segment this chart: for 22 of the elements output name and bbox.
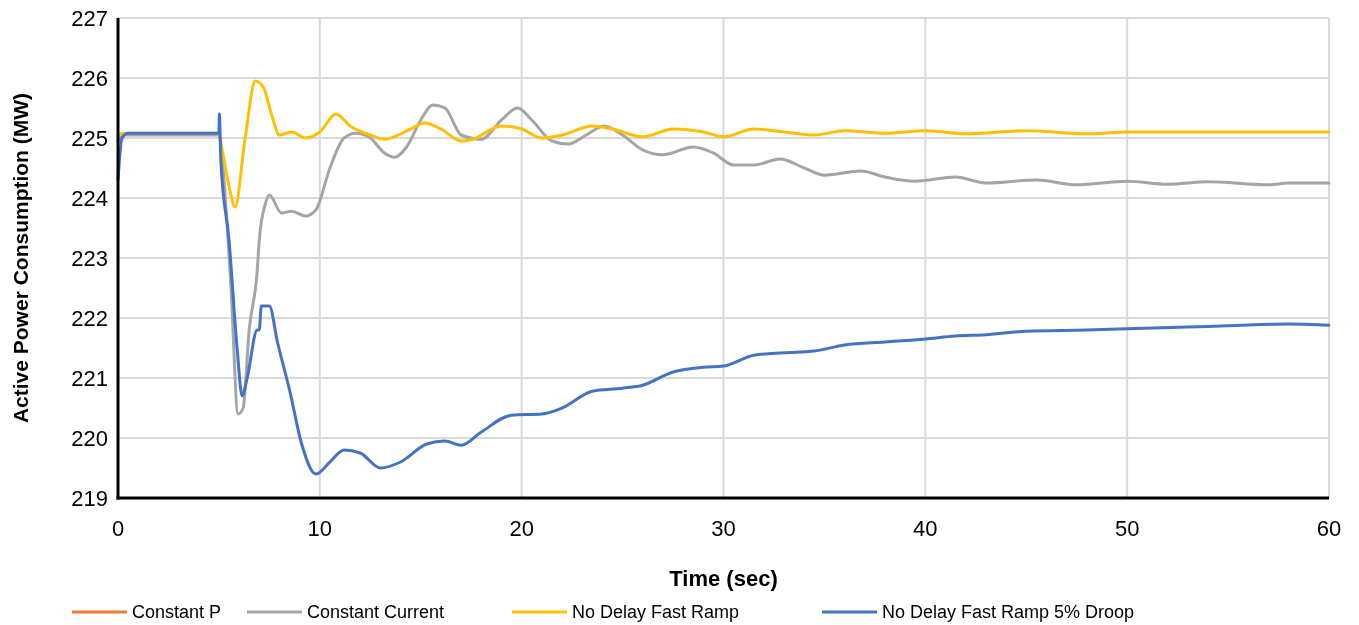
legend-label: No Delay Fast Ramp: [572, 602, 740, 623]
y-axis-title: Active Power Consumption (MW): [9, 92, 32, 424]
x-tick-label: 20: [509, 516, 534, 541]
x-tick-label: 50: [1114, 516, 1140, 541]
y-tick-label: 221: [71, 365, 108, 391]
y-tick-label: 225: [71, 125, 108, 151]
x-tick-label: 60: [1316, 516, 1342, 541]
y-tick-label: 224: [71, 185, 108, 211]
legend-label: No Delay Fast Ramp 5% Droop: [882, 602, 1135, 623]
y-tick-label: 219: [71, 485, 108, 511]
y-tick-label: 223: [71, 245, 108, 271]
y-tick-label: 227: [71, 5, 108, 31]
x-tick-label: 40: [913, 516, 938, 541]
y-tick-label: 220: [71, 425, 108, 451]
y-tick-label: 222: [71, 305, 108, 331]
legend-label: Constant P: [132, 602, 222, 623]
y-tick-label: 226: [71, 65, 108, 91]
x-tick-label: 0: [111, 516, 125, 541]
x-axis-title: Time (sec): [669, 566, 778, 591]
x-tick-label: 30: [711, 516, 736, 541]
legend-label: Constant Current: [307, 602, 445, 623]
x-tick-label: 10: [307, 516, 333, 541]
